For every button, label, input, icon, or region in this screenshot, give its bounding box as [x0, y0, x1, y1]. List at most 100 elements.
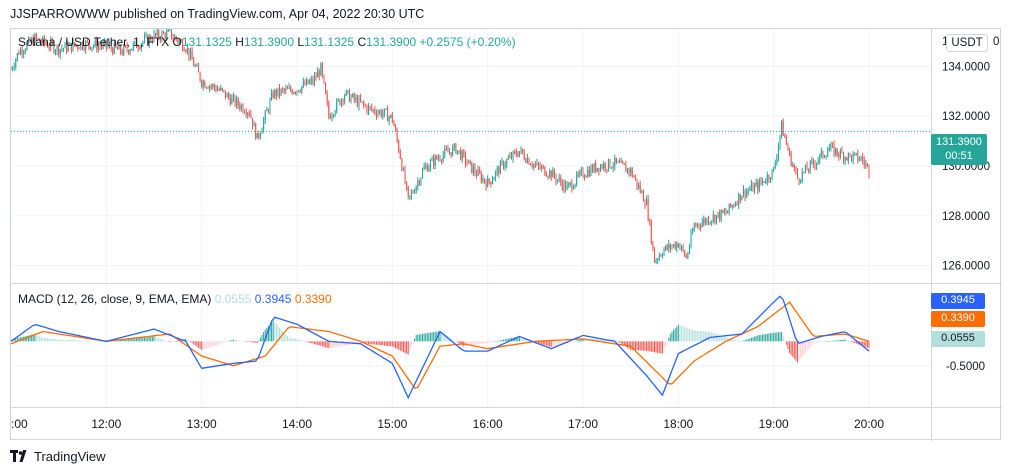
candle-body [155, 33, 157, 36]
macd-histogram-bar [253, 341, 255, 343]
macd-histogram-bar [681, 325, 683, 342]
candle-body [340, 99, 342, 105]
candle-body [94, 40, 96, 46]
macd-histogram-bar [800, 341, 802, 359]
candle-body [652, 243, 654, 248]
macd-title[interactable]: MACD (12, 26, close, 9, EMA, EMA) [18, 292, 212, 306]
candle-body [607, 159, 609, 170]
macd-histogram-bar [306, 341, 308, 342]
chart-frame[interactable]: 134.0000 132.0000 130.0000 128.0000 126.0000… [10, 28, 1002, 441]
candle-body [282, 89, 284, 91]
macd-histogram-bar [78, 340, 80, 342]
candle-body [371, 107, 373, 110]
candle-body [544, 166, 546, 176]
symbol-title[interactable]: Solana / USD Tether, 1, FTX [18, 35, 170, 49]
candle-body [159, 37, 161, 40]
candle-body [231, 97, 233, 105]
currency-button[interactable]: USDT [946, 34, 988, 52]
macd-histogram-bar [83, 340, 85, 342]
candle-body [395, 126, 397, 131]
macd-histogram-bar [523, 337, 525, 342]
macd-histogram-bar [555, 341, 557, 346]
macd-histogram-bar [682, 326, 684, 342]
candle-body [396, 130, 398, 141]
candle-body [417, 181, 419, 187]
macd-histogram-bar [482, 341, 484, 344]
macd-histogram-bar [522, 337, 524, 342]
macd-histogram-bar [765, 334, 767, 342]
footer[interactable]: TradingView [10, 449, 106, 464]
candle-body [13, 66, 15, 69]
candle-body [739, 194, 741, 201]
macd-histogram-bar [431, 332, 433, 342]
macd-histogram-bar [771, 333, 773, 342]
candle-body [650, 221, 652, 244]
candle-body [471, 161, 473, 173]
macd-histogram-bar [18, 337, 20, 342]
time-tick-label: 15:00 [377, 417, 407, 431]
macd-histogram-bar [469, 341, 471, 346]
candle-body [26, 43, 28, 50]
candle-body [514, 151, 516, 153]
candle-body [185, 50, 187, 52]
candle-body [620, 161, 622, 163]
candle-body [382, 113, 384, 117]
macd-histogram-bar [541, 341, 543, 345]
macd-histogram-bar [239, 340, 241, 342]
macd-histogram-bar [735, 339, 737, 342]
macd-histogram-bar [59, 339, 61, 342]
candle-body [863, 160, 865, 165]
macd-histogram-bar [488, 341, 490, 343]
candle-body [723, 211, 725, 213]
macd-histogram-bar [356, 341, 358, 344]
macd-histogram-bar [846, 340, 848, 342]
candle-body [294, 92, 296, 94]
candle-body [515, 151, 517, 156]
macd-histogram-bar [692, 329, 694, 342]
candle-body [407, 186, 409, 197]
candle-body [293, 92, 295, 94]
macd-histogram-bar [390, 341, 392, 347]
macd-histogram-bar [329, 341, 331, 348]
candle-body [121, 52, 123, 55]
candle-body [385, 108, 387, 110]
candle-body [742, 189, 744, 197]
macd-histogram-bar [258, 340, 260, 342]
macd-histogram-bar [731, 338, 733, 342]
candle-body [275, 90, 277, 96]
chart-canvas[interactable]: 134.0000132.0000130.0000128.0000126.0000… [11, 29, 1002, 441]
macd-histogram-bar [425, 333, 427, 342]
candle-body [836, 148, 838, 155]
macd-histogram-bar [452, 339, 454, 342]
macd-histogram-bar [194, 341, 196, 346]
macd-histogram-bar [304, 341, 306, 342]
macd-histogram-bar [209, 341, 211, 348]
macd-histogram-bar [215, 341, 217, 346]
macd-histogram-bar [223, 341, 225, 343]
macd-histogram-bar [39, 336, 41, 342]
macd-histogram-bar [561, 341, 563, 345]
candle-body [839, 150, 841, 157]
candle-body [763, 181, 765, 183]
macd-histogram-bar [175, 340, 177, 342]
candle-body [102, 42, 104, 47]
macd-histogram-bar [658, 341, 660, 354]
macd-histogram-bar [417, 334, 419, 342]
candle-body [701, 222, 703, 228]
candle-body [868, 165, 870, 175]
candle-body [86, 41, 88, 43]
candle-body [437, 158, 439, 160]
candle-body [585, 176, 587, 178]
candle-body [169, 29, 171, 31]
candle-body [636, 178, 638, 187]
candle-body [749, 189, 751, 191]
macd-histogram-bar [279, 327, 281, 342]
macd-histogram-bar [313, 341, 315, 345]
candle-body [137, 47, 139, 49]
candle-body [15, 59, 17, 67]
candle-body [704, 219, 706, 224]
candle-body [744, 189, 746, 197]
candle-body [387, 109, 389, 122]
candle-body [860, 156, 862, 160]
macd-histogram-bar [563, 341, 565, 344]
